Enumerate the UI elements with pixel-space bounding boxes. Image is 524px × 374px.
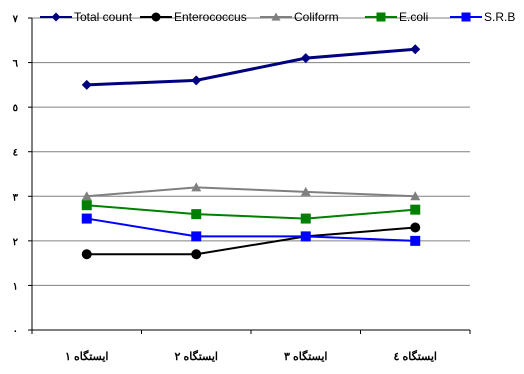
- legend-item: S.R.B: [450, 10, 515, 24]
- data-point: [410, 191, 421, 201]
- legend-item: Total count: [40, 10, 133, 24]
- legend-marker: [461, 12, 471, 22]
- axes: ۰ ۱ ۲ ۳ ٤ ٥ ٦ ۷ ایستگاه ۱ ایستگاه ۲ ایستگاه ۳ ایستگ…: [12, 14, 471, 363]
- y-tick-label: ۲: [13, 237, 19, 248]
- x-category-label: ایستگاه ۱: [65, 349, 108, 363]
- legend-item: E.coli: [365, 10, 428, 24]
- legend-item: Coliform: [260, 10, 339, 24]
- legend-item: Enterococcus: [140, 10, 247, 24]
- legend-marker: [271, 12, 281, 21]
- y-tick-label: ۳: [13, 192, 19, 203]
- data-point: [191, 249, 202, 260]
- x-category-label: ایستگاه ۳: [284, 349, 327, 363]
- y-tick-label: ۰: [13, 326, 18, 337]
- series-line: [86, 204, 416, 220]
- series-total-count: [81, 44, 421, 90]
- data-point: [81, 191, 92, 201]
- legend-label: S.R.B: [484, 10, 515, 24]
- legend-label: Coliform: [294, 10, 339, 24]
- gridlines: [32, 17, 470, 286]
- legend-marker: [51, 12, 61, 22]
- y-tick-label: ٦: [13, 59, 19, 70]
- y-tick-label: ٥: [13, 103, 18, 114]
- data-point: [410, 44, 421, 55]
- data-point: [191, 231, 202, 242]
- data-point: [300, 186, 311, 196]
- series-line: [86, 217, 416, 242]
- series-lines: [81, 44, 421, 260]
- x-category-label: ایستگاه ۲: [175, 349, 218, 363]
- legend-marker: [376, 12, 386, 22]
- series-line: [86, 186, 416, 198]
- x-category-label: ایستگاه ٤: [394, 349, 437, 363]
- data-point: [300, 213, 311, 224]
- data-point: [410, 204, 421, 215]
- legend: Total count Enterococcus Coliform E.coli S.R…: [40, 10, 515, 24]
- data-point: [191, 209, 202, 220]
- legend-label: Total count: [74, 10, 133, 24]
- series-line: [86, 226, 416, 256]
- data-point: [81, 200, 92, 211]
- legend-label: Enterococcus: [174, 10, 247, 24]
- series-coliform: [81, 182, 421, 201]
- data-point: [81, 213, 92, 224]
- data-point: [81, 79, 92, 90]
- series-s-r-b: [81, 213, 421, 246]
- data-point: [300, 53, 311, 64]
- legend-marker: [151, 12, 161, 22]
- data-point: [410, 235, 421, 246]
- y-tick-label: ٤: [13, 148, 18, 159]
- y-tick-label: ۷: [12, 14, 19, 25]
- series-line: [86, 47, 416, 87]
- y-tick-label: ۱: [13, 281, 18, 292]
- data-point: [410, 222, 421, 233]
- data-point: [191, 182, 202, 192]
- series-e-coli: [81, 200, 421, 224]
- data-point: [81, 249, 92, 260]
- data-point: [300, 231, 311, 242]
- data-point: [191, 75, 202, 86]
- legend-label: E.coli: [399, 10, 428, 24]
